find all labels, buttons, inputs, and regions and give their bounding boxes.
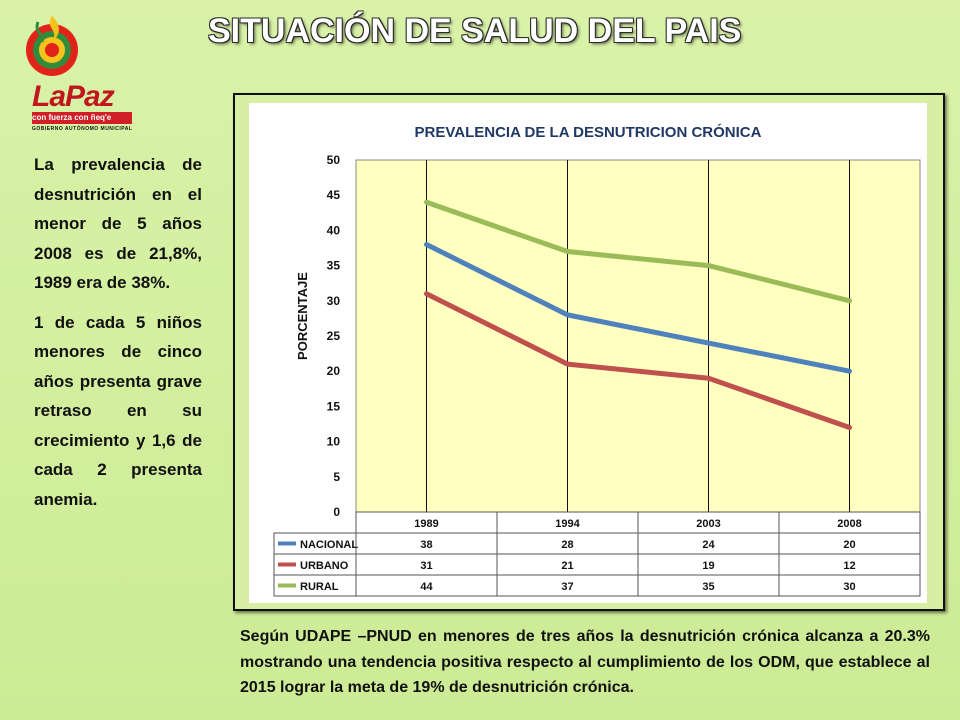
chart-frame: PREVALENCIA DE LA DESNUTRICION CRÓNICA 0 5… [233, 93, 945, 611]
y-tick-label: 0 [333, 505, 340, 519]
logo-wordmark: LaPaz [32, 80, 115, 113]
table-row [273, 532, 921, 555]
table-value: 31 [420, 560, 432, 572]
logo-subtitle: GOBIERNO AUTÓNOMO MUNICIPAL [32, 126, 133, 132]
y-tick-label: 45 [327, 188, 341, 202]
y-tick-label: 40 [327, 223, 341, 237]
logo-tagline: con fuerza con ñeq'e [32, 112, 132, 124]
page-title: SITUACIÓN DE SALUD DEL PAIS [208, 12, 742, 50]
table-value: 30 [843, 581, 855, 593]
series-line-nacional [424, 241, 852, 374]
table-value: 37 [561, 581, 573, 593]
table-category-label: 2003 [696, 518, 720, 530]
table-value: 12 [843, 560, 855, 572]
y-tick-label: 5 [333, 470, 340, 484]
bottom-text: Según UDAPE –PNUD en menores de tres año… [240, 628, 930, 696]
y-tick-label: 30 [327, 294, 341, 308]
table-value: 21 [561, 560, 573, 572]
table-row [273, 553, 921, 576]
y-tick-label: 10 [327, 435, 341, 449]
table-value: 35 [702, 581, 714, 593]
flame-emblem-icon [26, 16, 78, 76]
table-category-label: 1989 [414, 518, 438, 530]
y-tick-label: 50 [327, 153, 341, 167]
left-text-block: La prevalencia de desnutrición en el men… [34, 150, 202, 524]
table-value: 20 [843, 539, 855, 551]
series-line-rural [424, 199, 852, 304]
y-tick-label: 35 [327, 259, 341, 273]
y-axis-label: PORCENTAJE [295, 272, 310, 360]
series-line-urbano [424, 291, 852, 431]
y-tick-label: 15 [327, 399, 341, 413]
y-tick-label: 20 [327, 364, 341, 378]
legend-label: URBANO [300, 560, 349, 572]
chart-area: PREVALENCIA DE LA DESNUTRICION CRÓNICA 0 5… [249, 103, 927, 603]
table-value: 28 [561, 539, 573, 551]
table-category-label: 1994 [555, 518, 580, 530]
legend-label: NACIONAL [300, 539, 358, 551]
left-paragraph-2: 1 de cada 5 niños menores de cinco años … [34, 312, 202, 509]
table-row [273, 574, 921, 597]
line-chart: PREVALENCIA DE LA DESNUTRICION CRÓNICA 0 5… [273, 123, 921, 597]
legend-label: RURAL [300, 581, 339, 593]
chart-title: PREVALENCIA DE LA DESNUTRICION CRÓNICA [415, 123, 762, 141]
table-category-label: 2008 [837, 518, 861, 530]
y-tick-label: 25 [327, 329, 341, 343]
lapaz-logo: LaPaz con fuerza con ñeq'e GOBIERNO AUTÓ… [14, 12, 132, 132]
table-value: 44 [420, 581, 433, 593]
table-value: 19 [702, 560, 714, 572]
plot-area [355, 159, 921, 513]
table-value: 38 [420, 539, 432, 551]
table-value: 24 [702, 539, 715, 551]
left-paragraph-1: La prevalencia de desnutrición en el men… [34, 155, 202, 292]
